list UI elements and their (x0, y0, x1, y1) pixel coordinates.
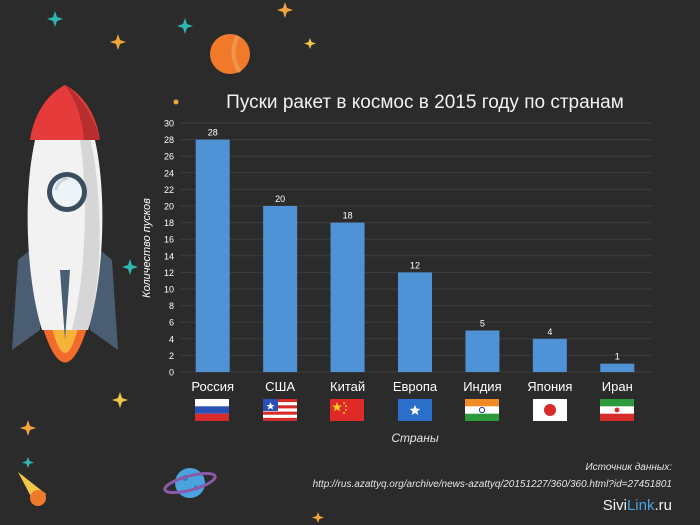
y-tick-label: 30 (164, 119, 174, 129)
y-tick-label: 8 (169, 301, 174, 311)
category-label: Япония (527, 379, 572, 394)
y-tick-label: 2 (169, 351, 174, 361)
y-tick-label: 24 (164, 168, 174, 178)
category-label: США (265, 379, 295, 394)
dot-icon (173, 99, 179, 105)
y-tick-label: 16 (164, 235, 174, 245)
bar (600, 363, 635, 372)
planet-icon (210, 34, 250, 74)
brand-part-3: .ru (654, 497, 672, 514)
category-label: Россия (191, 379, 234, 394)
iran-flag-icon (600, 399, 634, 421)
russia-flag-icon (195, 399, 229, 421)
category-label: Индия (463, 379, 501, 394)
bar-value-label: 1 (615, 352, 620, 362)
category-label: Китай (330, 379, 365, 394)
europe-flag-icon (398, 399, 432, 421)
star-icons (20, 2, 324, 523)
chart-title: Пуски ракет в космос в 2015 году по стра… (226, 92, 624, 113)
japan-flag-icon (533, 399, 567, 421)
chart-bars: 28 20 18 12 5 4 1 (195, 128, 635, 372)
y-tick-label: 12 (164, 268, 174, 278)
bar-value-label: 20 (275, 194, 285, 204)
y-tick-label: 10 (164, 285, 174, 295)
star-icon (177, 18, 193, 34)
bar (532, 338, 567, 372)
star-icon (47, 11, 63, 27)
star-icon (110, 34, 126, 50)
meteor-icon (18, 472, 46, 506)
star-icon (304, 38, 316, 49)
star-icon (312, 512, 324, 523)
bar-value-label: 12 (410, 260, 420, 270)
y-tick-label: 6 (169, 318, 174, 328)
star-icon (20, 420, 36, 436)
y-tick-label: 28 (164, 135, 174, 145)
star-icon (122, 259, 138, 275)
x-axis-title: Страны (391, 431, 438, 445)
china-flag-icon (330, 399, 364, 421)
y-tick-label: 26 (164, 152, 174, 162)
bar (465, 330, 500, 372)
y-axis-title: Количество пусков (141, 198, 153, 298)
category-label: Иран (602, 379, 633, 394)
bar (263, 206, 298, 372)
bar-value-label: 4 (547, 327, 552, 337)
y-tick-label: 4 (169, 334, 174, 344)
y-tick-label: 20 (164, 202, 174, 212)
bar (195, 139, 230, 372)
star-icon (277, 2, 293, 18)
flags (195, 399, 634, 421)
bar (398, 272, 432, 372)
category-label: Европа (393, 379, 438, 394)
source-url[interactable]: http://rus.azattyq.org/archive/news-azat… (312, 479, 672, 490)
x-axis-labels: Россия США Китай Европа Индия Япония Иран (191, 379, 632, 394)
bar-value-label: 18 (343, 211, 353, 221)
bar-value-label: 28 (208, 128, 218, 138)
y-tick-label: 22 (164, 185, 174, 195)
saturn-icon (163, 468, 217, 498)
brand-logo[interactable]: SiviLink.ru (603, 497, 672, 514)
brand-part-1: Sivi (602, 497, 627, 514)
bar-value-label: 5 (480, 319, 485, 329)
y-tick-label: 14 (164, 251, 174, 261)
india-flag-icon (465, 399, 499, 421)
source-note: Источник данных: http://rus.azattyq.org/… (313, 459, 672, 493)
y-tick-label: 0 (169, 368, 174, 378)
brand-part-2: Link (626, 497, 655, 514)
rocket-icon (12, 85, 118, 363)
y-tick-label: 18 (164, 218, 174, 228)
bar (330, 222, 365, 372)
star-icon (22, 457, 34, 468)
star-icon (112, 392, 128, 408)
usa-flag-icon (263, 399, 297, 421)
source-label: Источник данных: (585, 462, 672, 473)
